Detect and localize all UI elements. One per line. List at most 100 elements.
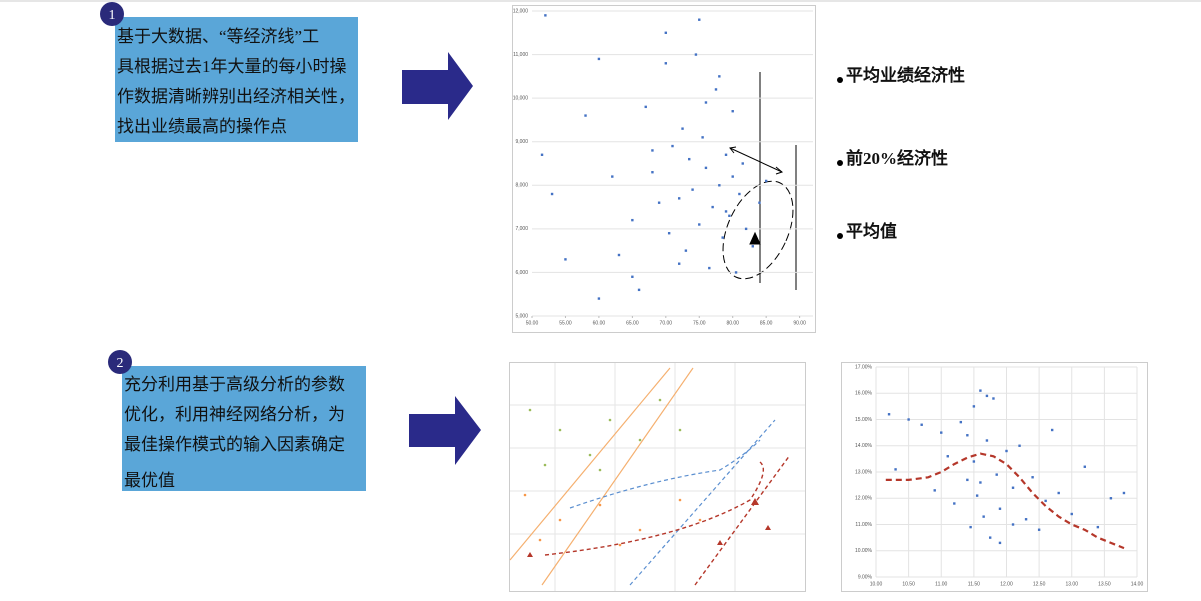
point <box>966 478 969 482</box>
bullet-dot <box>837 77 843 83</box>
y-tick-label: 11,000 <box>513 52 528 58</box>
y-tick-label: 12.00% <box>855 496 873 502</box>
point <box>920 423 923 426</box>
point <box>1031 476 1034 479</box>
point <box>995 473 998 476</box>
point <box>933 489 936 492</box>
point <box>985 439 989 442</box>
x-tick-label: 11.50 <box>968 581 980 587</box>
chart-frame <box>841 362 1148 592</box>
point <box>907 418 910 421</box>
y-tick-label: 5,000 <box>515 313 528 319</box>
x-tick-label: 60.00 <box>593 320 606 326</box>
bullet-dot <box>837 160 843 166</box>
point <box>744 227 748 231</box>
x-tick-label: 50.00 <box>526 320 539 326</box>
annotation <box>722 72 797 290</box>
point <box>644 105 647 109</box>
point <box>887 413 891 416</box>
point <box>731 110 734 113</box>
step-text: 找出业绩最高的操作点 <box>117 117 287 136</box>
point <box>751 245 754 248</box>
point <box>1011 486 1015 489</box>
point <box>584 114 587 117</box>
x-tick-label: 13.00 <box>1065 581 1078 587</box>
point <box>711 205 714 209</box>
point <box>1037 528 1041 531</box>
point <box>734 271 738 274</box>
point <box>1011 523 1015 526</box>
step-text: 基于大数据、“等经济线”工 <box>117 27 319 46</box>
point <box>704 166 708 170</box>
x-tick-label: 55.00 <box>559 320 572 326</box>
point <box>738 192 741 196</box>
point <box>1057 491 1060 495</box>
point <box>694 53 698 56</box>
point <box>1083 465 1086 468</box>
y-tick-label: 17.00% <box>855 364 873 370</box>
point <box>617 253 621 257</box>
step-box <box>115 17 358 142</box>
x-tick-label: 11.00 <box>935 581 947 587</box>
arrow <box>402 52 473 120</box>
point <box>946 455 949 458</box>
point <box>972 460 976 463</box>
point <box>540 153 544 156</box>
point <box>550 192 554 196</box>
point <box>631 218 634 222</box>
point <box>1122 491 1126 495</box>
y-tick-label: 7,000 <box>515 226 528 232</box>
x-tick-label: 12.50 <box>1033 581 1046 587</box>
bullet-text: 平均值 <box>846 221 897 241</box>
point <box>631 275 634 278</box>
point <box>544 14 547 17</box>
step-box <box>122 366 366 491</box>
y-tick-label: 15.00% <box>855 417 873 423</box>
bullet-text: 平均业绩经济性 <box>846 65 965 85</box>
point <box>718 75 721 78</box>
bullet-text: 前20%经济性 <box>846 148 948 168</box>
point <box>1024 518 1028 521</box>
chart-frame <box>512 5 816 333</box>
y-tick-label: 11.00% <box>855 522 872 528</box>
point <box>681 127 684 130</box>
step-badge <box>108 350 132 374</box>
y-tick-label: 6,000 <box>515 270 528 276</box>
step-number: 2 <box>117 356 124 371</box>
point <box>701 136 704 139</box>
point <box>597 297 601 300</box>
point <box>1018 444 1021 447</box>
point <box>597 57 601 61</box>
step-text: 作数据清晰辨别出经济相关性， <box>117 87 355 106</box>
nn-illustration <box>509 362 806 592</box>
point <box>979 481 982 484</box>
point <box>704 101 708 104</box>
point <box>959 420 963 424</box>
step-text: 优化，利用神经网络分析，为 <box>124 405 345 424</box>
trend-line <box>885 452 1125 550</box>
point <box>764 179 768 183</box>
point <box>758 201 761 204</box>
point <box>894 468 897 471</box>
x-tick-label: 10.50 <box>902 581 915 587</box>
point <box>969 525 972 529</box>
point <box>1044 499 1047 503</box>
y-tick-label: 10,000 <box>513 95 529 101</box>
point <box>940 431 943 434</box>
x-tick-label: 10.00 <box>870 581 883 587</box>
point <box>671 144 674 148</box>
x-tick-label: 80.00 <box>726 320 739 326</box>
point <box>992 397 995 400</box>
y-tick-label: 9.00% <box>858 574 873 580</box>
y-tick-label: 8,000 <box>515 183 528 189</box>
step-text: 最佳操作模式的输入因素确定 <box>124 435 345 454</box>
y-tick-label: 16.00% <box>855 391 873 397</box>
point <box>657 201 661 204</box>
point <box>667 232 671 235</box>
point <box>731 175 734 178</box>
point <box>982 515 985 518</box>
point <box>698 18 701 21</box>
bullet-dot <box>837 233 843 239</box>
point <box>691 188 694 191</box>
